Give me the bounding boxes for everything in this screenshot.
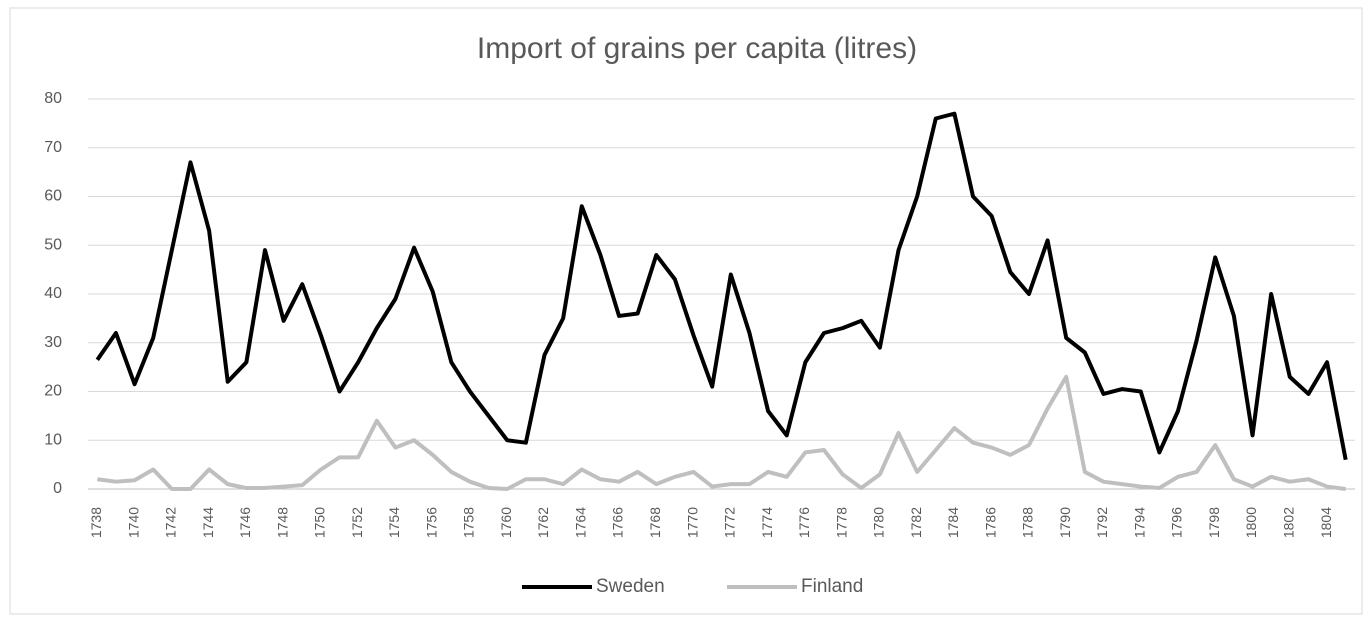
x-tick-label: 1784 bbox=[945, 507, 961, 538]
x-tick-label: 1744 bbox=[200, 507, 216, 538]
x-tick-label: 1742 bbox=[163, 507, 179, 538]
legend-label: Finland bbox=[801, 576, 863, 597]
series-line bbox=[97, 374, 1346, 491]
x-tick-label: 1782 bbox=[908, 507, 924, 538]
x-tick-label: 1758 bbox=[461, 507, 477, 538]
chart-title: Import of grains per capita (litres) bbox=[477, 32, 917, 65]
x-tick-label: 1780 bbox=[871, 507, 887, 538]
x-tick-label: 1772 bbox=[722, 507, 738, 538]
x-tick-label: 1788 bbox=[1020, 507, 1036, 538]
x-tick-label: 1738 bbox=[88, 507, 104, 538]
x-tick-label: 1746 bbox=[237, 507, 253, 538]
x-tick-label: 1776 bbox=[796, 507, 812, 538]
x-tick-label: 1798 bbox=[1206, 507, 1222, 538]
x-tick-label: 1768 bbox=[647, 507, 663, 538]
x-tick-label: 1792 bbox=[1094, 507, 1110, 538]
x-tick-label: 1754 bbox=[386, 507, 402, 538]
y-tick-label: 60 bbox=[44, 188, 62, 205]
y-tick-label: 40 bbox=[44, 285, 62, 302]
y-tick-label: 0 bbox=[53, 480, 62, 497]
x-tick-label: 1756 bbox=[423, 507, 439, 538]
y-tick-label: 80 bbox=[44, 90, 62, 107]
x-tick-label: 1800 bbox=[1243, 507, 1259, 538]
series-line bbox=[95, 111, 1348, 461]
x-tick-label: 1740 bbox=[125, 507, 141, 538]
x-tick-label: 1766 bbox=[610, 507, 626, 538]
x-tick-label: 1748 bbox=[274, 507, 290, 538]
y-tick-label: 30 bbox=[44, 334, 62, 351]
x-tick-label: 1804 bbox=[1318, 507, 1334, 538]
y-tick-label: 10 bbox=[44, 431, 62, 448]
x-tick-label: 1786 bbox=[982, 507, 998, 538]
x-tick-label: 1790 bbox=[1057, 507, 1073, 538]
x-tick-label: 1770 bbox=[684, 507, 700, 538]
x-tick-label: 1750 bbox=[312, 507, 328, 538]
x-tick-label: 1760 bbox=[498, 507, 514, 538]
x-tick-label: 1762 bbox=[535, 507, 551, 538]
y-tick-label: 70 bbox=[44, 139, 62, 156]
x-tick-label: 1796 bbox=[1169, 507, 1185, 538]
x-tick-label: 1764 bbox=[572, 507, 588, 538]
y-tick-label: 50 bbox=[44, 236, 62, 253]
x-tick-label: 1794 bbox=[1131, 507, 1147, 538]
x-tick-label: 1752 bbox=[349, 507, 365, 538]
x-tick-label: 1774 bbox=[759, 507, 775, 538]
x-tick-label: 1802 bbox=[1280, 507, 1296, 538]
y-tick-label: 20 bbox=[44, 383, 62, 400]
legend-label: Sweden bbox=[596, 576, 665, 597]
x-tick-label: 1778 bbox=[833, 507, 849, 538]
